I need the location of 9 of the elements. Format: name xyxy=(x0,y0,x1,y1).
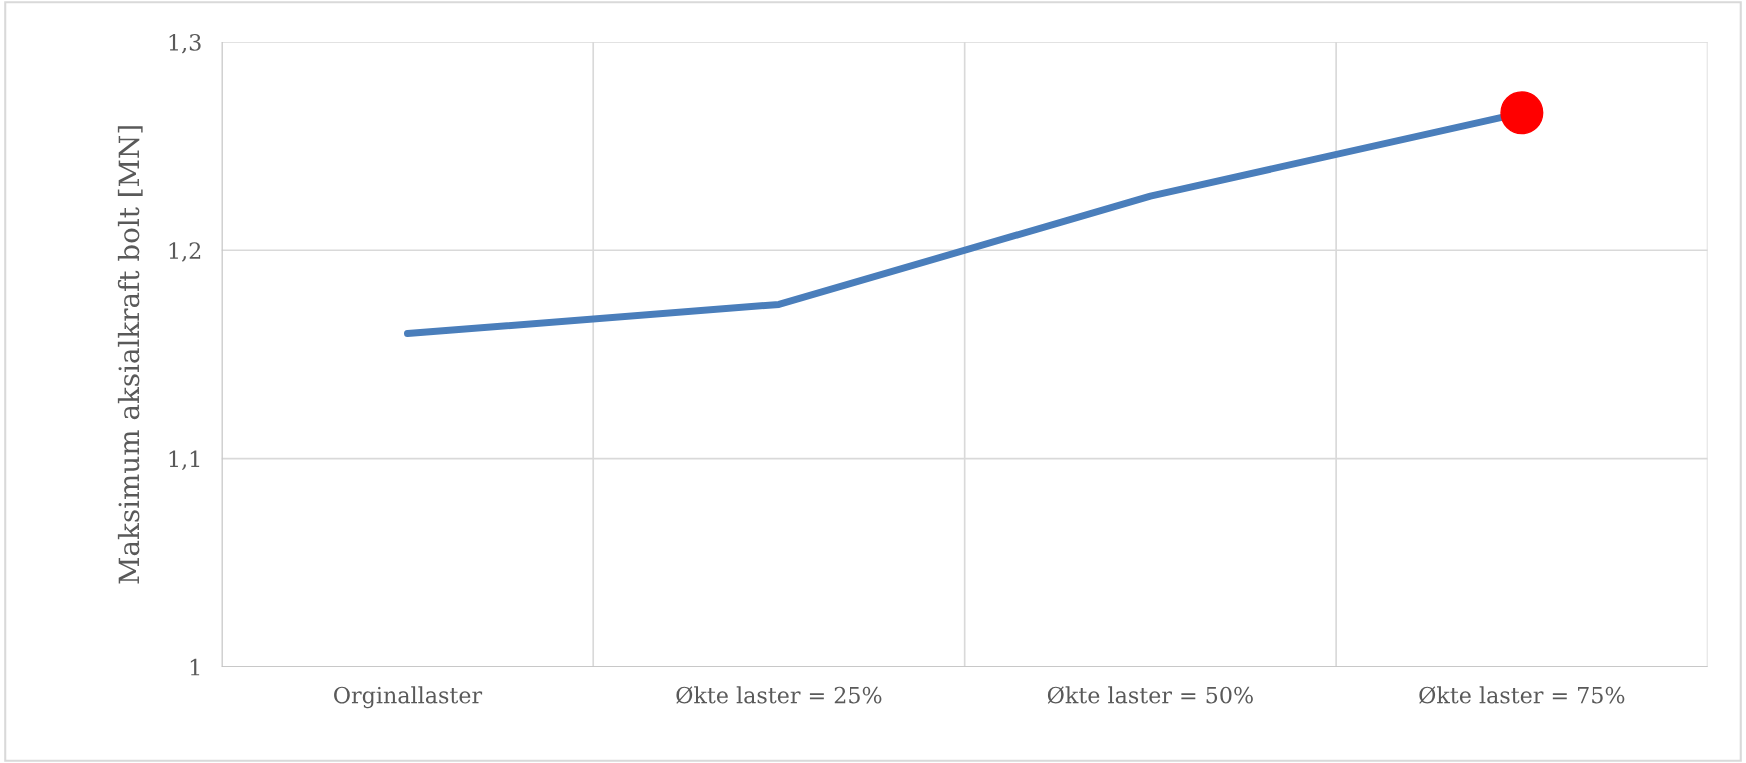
y-tick-label: 1,1 xyxy=(169,450,200,471)
x-tick-label: Økte laster = 25% xyxy=(676,686,882,704)
y-tick-label: 1,2 xyxy=(169,242,201,262)
y-tick-label: 1 xyxy=(190,658,200,676)
y-axis-title: Maksimum aksialkraft bolt [MN] xyxy=(117,126,143,584)
y-tick-label: 1,3 xyxy=(169,33,201,54)
x-tick-label: Orginallaster xyxy=(334,686,483,709)
x-tick-label: Økte laster = 50% xyxy=(1047,686,1253,704)
x-tick-label: Økte laster = 75% xyxy=(1419,686,1625,704)
